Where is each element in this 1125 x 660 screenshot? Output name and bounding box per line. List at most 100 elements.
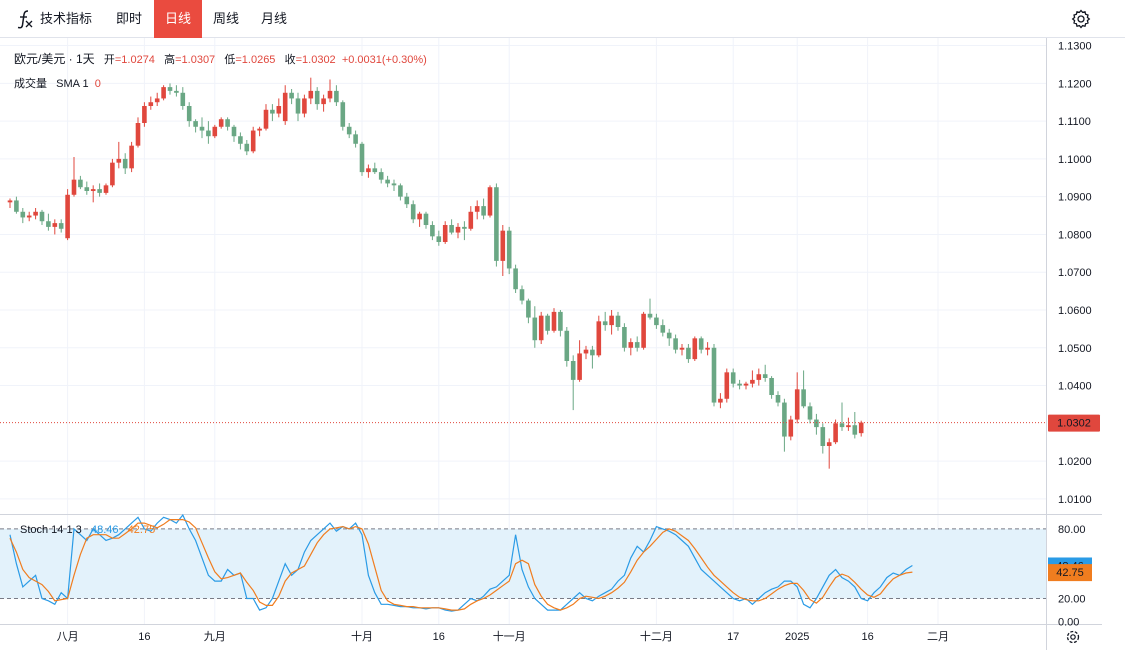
candle-body[interactable] xyxy=(551,311,557,331)
candle-body[interactable] xyxy=(404,196,410,205)
candle-body[interactable] xyxy=(410,204,416,220)
candle-body[interactable] xyxy=(129,145,134,169)
axis-settings-icon[interactable] xyxy=(1066,630,1080,644)
candle-body[interactable] xyxy=(500,230,506,261)
candle-body[interactable] xyxy=(225,119,230,127)
candle-body[interactable] xyxy=(698,338,704,350)
candle-body[interactable] xyxy=(718,398,723,403)
candle-body[interactable] xyxy=(289,92,294,99)
candle-body[interactable] xyxy=(481,206,486,216)
candle-body[interactable] xyxy=(78,179,83,188)
candle-body[interactable] xyxy=(506,230,512,269)
candle-body[interactable] xyxy=(327,90,333,99)
candle-body[interactable] xyxy=(90,189,96,191)
candle-body[interactable] xyxy=(654,317,659,326)
candle-body[interactable] xyxy=(39,211,45,222)
candle-body[interactable] xyxy=(353,134,358,144)
candle-body[interactable] xyxy=(340,102,346,127)
candle-body[interactable] xyxy=(846,425,851,428)
interval-tab-daily[interactable]: 日线 xyxy=(154,0,202,38)
candle-body[interactable] xyxy=(647,313,653,318)
candle-body[interactable] xyxy=(679,347,685,350)
symbol-title[interactable]: 欧元/美元 · 1天 xyxy=(14,52,95,66)
candle-body[interactable] xyxy=(20,211,26,218)
candle-body[interactable] xyxy=(577,353,582,380)
candle-body[interactable] xyxy=(558,311,563,331)
candle-body[interactable] xyxy=(468,211,474,229)
stoch-label[interactable]: Stoch 14 1 3 xyxy=(20,524,82,536)
candle-body[interactable] xyxy=(186,106,192,122)
candle-body[interactable] xyxy=(366,168,371,173)
candle-body[interactable] xyxy=(487,187,493,216)
candle-body[interactable] xyxy=(833,423,838,443)
candle-body[interactable] xyxy=(852,425,858,435)
candle-body[interactable] xyxy=(826,442,832,446)
candle-body[interactable] xyxy=(801,389,806,407)
candle-body[interactable] xyxy=(167,87,173,91)
candle-body[interactable] xyxy=(391,183,397,186)
candle-body[interactable] xyxy=(52,223,58,227)
candle-body[interactable] xyxy=(628,342,634,348)
candle-body[interactable] xyxy=(378,172,384,180)
candle-body[interactable] xyxy=(231,126,237,137)
candle-body[interactable] xyxy=(154,98,160,103)
candle-body[interactable] xyxy=(634,342,640,348)
candle-body[interactable] xyxy=(135,123,141,146)
candle-body[interactable] xyxy=(282,92,288,122)
candle-body[interactable] xyxy=(590,349,595,356)
candle-body[interactable] xyxy=(545,315,550,331)
candle-body[interactable] xyxy=(218,119,224,127)
candle-body[interactable] xyxy=(858,422,864,434)
candle-body[interactable] xyxy=(84,187,90,191)
candle-body[interactable] xyxy=(148,102,154,106)
candle-body[interactable] xyxy=(570,361,576,380)
candle-body[interactable] xyxy=(750,379,755,384)
candle-body[interactable] xyxy=(724,372,730,399)
candle-body[interactable] xyxy=(436,236,442,242)
candle-body[interactable] xyxy=(583,349,589,354)
candle-body[interactable] xyxy=(359,143,365,173)
candle-body[interactable] xyxy=(334,90,339,103)
candle-body[interactable] xyxy=(398,185,403,197)
candle-body[interactable] xyxy=(788,419,794,437)
candle-body[interactable] xyxy=(346,126,352,135)
candle-body[interactable] xyxy=(65,194,70,239)
candle-body[interactable] xyxy=(295,98,301,114)
candle-body[interactable] xyxy=(116,158,122,163)
interval-tab-tick[interactable]: 即时 xyxy=(115,11,142,26)
candle-body[interactable] xyxy=(244,143,250,152)
candle-body[interactable] xyxy=(257,128,262,131)
candle-body[interactable] xyxy=(206,130,211,137)
candle-body[interactable] xyxy=(161,87,166,99)
candle-body[interactable] xyxy=(839,423,845,428)
candle-body[interactable] xyxy=(660,325,666,333)
candle-body[interactable] xyxy=(462,226,467,229)
chart-canvas[interactable]: 1.1300 1.1200 1.1100 1.1000 1.0900 1.0800 1.07… xyxy=(0,38,1125,660)
candle-body[interactable] xyxy=(794,389,800,420)
candle-body[interactable] xyxy=(737,383,742,386)
candle-body[interactable] xyxy=(449,225,454,233)
indicators-button[interactable]: 技术指标 xyxy=(40,11,93,26)
candle-body[interactable] xyxy=(321,98,326,105)
candle-body[interactable] xyxy=(564,330,570,361)
candle-body[interactable] xyxy=(666,332,672,339)
candle-body[interactable] xyxy=(103,185,109,193)
candle-body[interactable] xyxy=(238,136,243,144)
candle-body[interactable] xyxy=(519,289,525,301)
candle-body[interactable] xyxy=(263,109,269,129)
candle-body[interactable] xyxy=(673,338,678,350)
candle-body[interactable] xyxy=(442,225,448,242)
candle-body[interactable] xyxy=(602,321,608,326)
candle-body[interactable] xyxy=(193,121,198,127)
candle-body[interactable] xyxy=(71,179,77,195)
settings-gear-icon[interactable] xyxy=(1071,9,1091,29)
candle-body[interactable] xyxy=(7,200,13,203)
candle-body[interactable] xyxy=(615,315,621,327)
candle-body[interactable] xyxy=(430,225,435,237)
candle-body[interactable] xyxy=(180,92,186,106)
candle-body[interactable] xyxy=(538,315,544,341)
candle-body[interactable] xyxy=(622,327,627,348)
candle-body[interactable] xyxy=(775,395,781,403)
interval-tab-monthly[interactable]: 月线 xyxy=(260,11,287,26)
candle-body[interactable] xyxy=(705,347,710,350)
